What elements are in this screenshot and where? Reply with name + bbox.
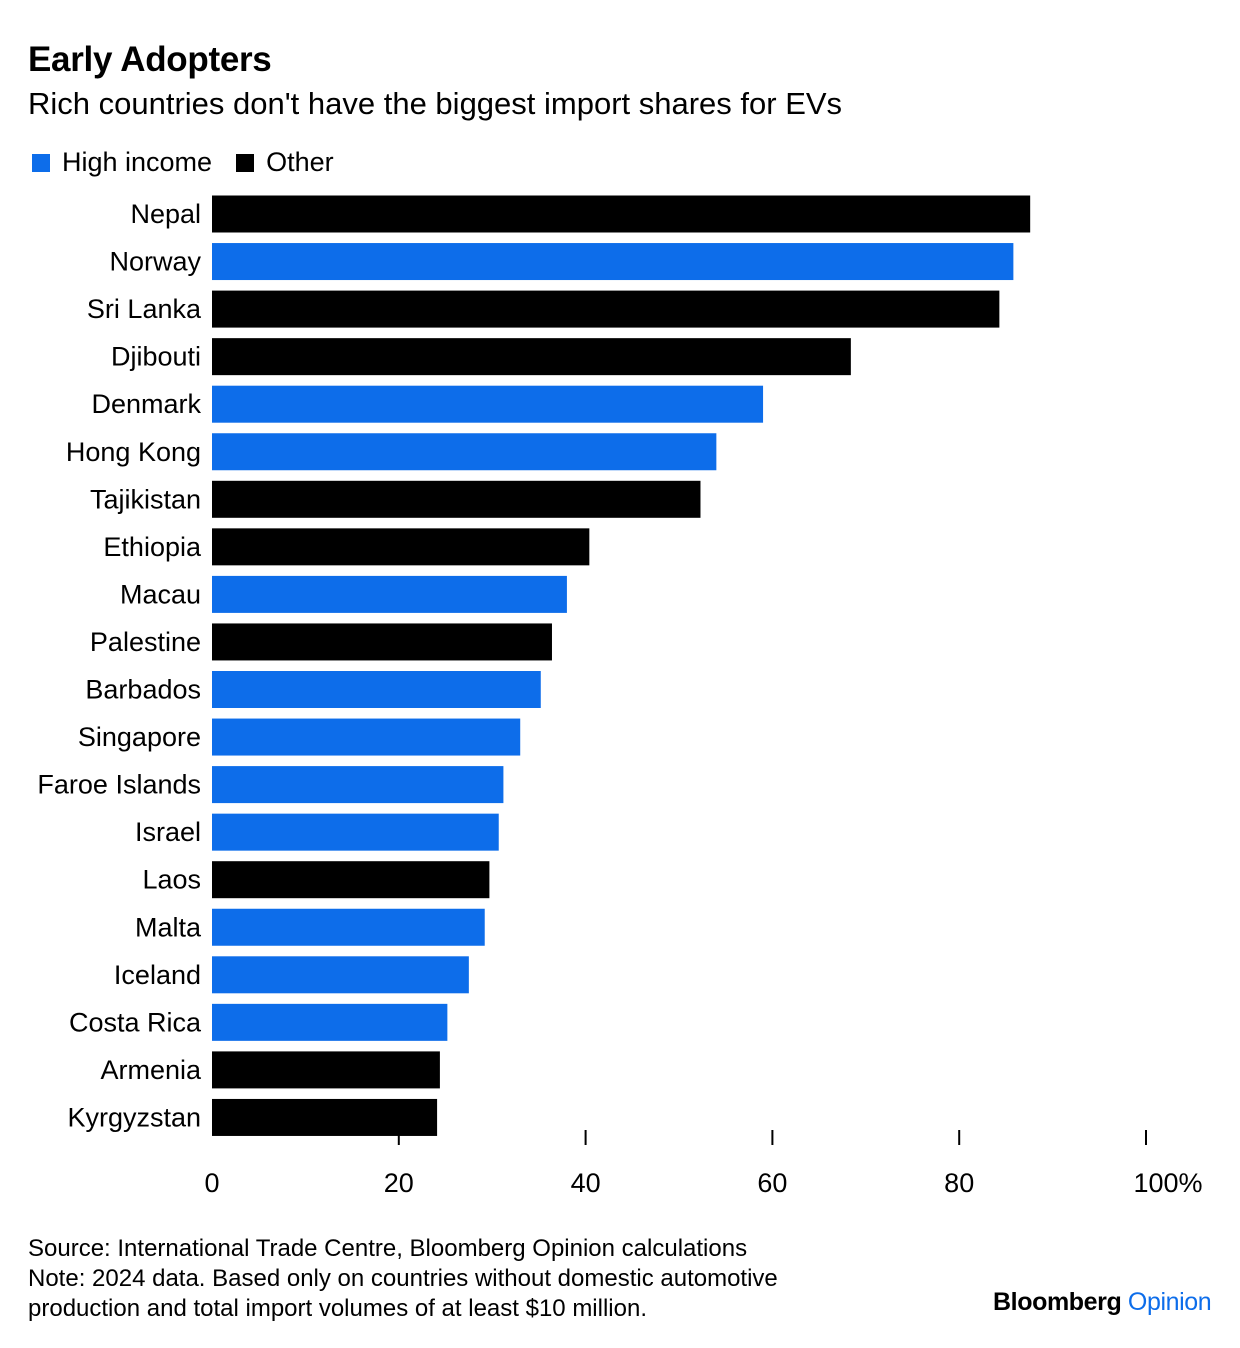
bar-norway bbox=[212, 243, 1014, 281]
x-tick-label-40: 40 bbox=[571, 1168, 601, 1198]
category-label-norway: Norway bbox=[109, 247, 201, 277]
category-label-malta: Malta bbox=[135, 912, 202, 942]
category-label-nepal: Nepal bbox=[130, 199, 201, 229]
legend: High income Other bbox=[32, 147, 358, 178]
category-label-israel: Israel bbox=[135, 817, 201, 847]
x-tick-label-0: 0 bbox=[204, 1168, 219, 1198]
bar-kyrgyzstan bbox=[212, 1098, 438, 1136]
category-label-armenia: Armenia bbox=[100, 1055, 202, 1085]
legend-label-other: Other bbox=[266, 147, 334, 177]
bar-costa-rica bbox=[212, 1003, 448, 1041]
category-label-barbados: Barbados bbox=[85, 675, 201, 705]
bar-singapore bbox=[212, 718, 521, 756]
bar-macau bbox=[212, 575, 567, 613]
bar-faroe-islands bbox=[212, 766, 504, 804]
brand-accent: Opinion bbox=[1127, 1288, 1212, 1316]
bar-iceland bbox=[212, 956, 469, 994]
bar-armenia bbox=[212, 1051, 440, 1089]
category-label-iceland: Iceland bbox=[114, 960, 201, 990]
chart-subtitle: Rich countries don't have the biggest im… bbox=[28, 86, 843, 121]
bar-hong-kong bbox=[212, 433, 717, 471]
brand-name: Bloomberg bbox=[993, 1288, 1122, 1316]
legend-label-high-income: High income bbox=[62, 147, 213, 177]
category-label-sri-lanka: Sri Lanka bbox=[87, 294, 202, 324]
note-text-line-2: production and total import volumes of a… bbox=[28, 1295, 647, 1322]
category-label-palestine: Palestine bbox=[90, 627, 201, 657]
category-label-macau: Macau bbox=[120, 579, 201, 609]
x-tick-label-100: 100% bbox=[1133, 1168, 1202, 1198]
x-tick-label-80: 80 bbox=[944, 1168, 974, 1198]
category-label-costa-rica: Costa Rica bbox=[69, 1007, 202, 1037]
category-label-djibouti: Djibouti bbox=[111, 342, 201, 372]
bar-tajikistan bbox=[212, 480, 701, 518]
category-label-tajikistan: Tajikistan bbox=[90, 484, 201, 514]
note-text-line-1: Note: 2024 data. Based only on countries… bbox=[28, 1265, 778, 1292]
bar-ethiopia bbox=[212, 528, 590, 566]
category-label-ethiopia: Ethiopia bbox=[103, 532, 202, 562]
x-tick-label-20: 20 bbox=[384, 1168, 414, 1198]
bar-denmark bbox=[212, 385, 764, 423]
bar-sri-lanka bbox=[212, 290, 1000, 328]
bar-israel bbox=[212, 813, 499, 851]
brand-logo: Bloomberg Opinion bbox=[993, 1288, 1212, 1317]
source-text: Source: International Trade Centre, Bloo… bbox=[28, 1235, 748, 1262]
x-tick-label-60: 60 bbox=[757, 1168, 787, 1198]
category-label-hong-kong: Hong Kong bbox=[66, 437, 201, 467]
legend-swatch-high-income bbox=[32, 153, 50, 172]
category-label-singapore: Singapore bbox=[78, 722, 201, 752]
bar-djibouti bbox=[212, 338, 851, 376]
category-label-kyrgyzstan: Kyrgyzstan bbox=[67, 1102, 201, 1132]
category-label-denmark: Denmark bbox=[91, 389, 201, 419]
legend-item-other: Other bbox=[236, 147, 334, 178]
legend-swatch-other bbox=[236, 153, 255, 172]
category-label-faroe-islands: Faroe Islands bbox=[37, 770, 201, 800]
bar-palestine bbox=[212, 623, 552, 661]
chart-footer: Source: International Trade Centre, Bloo… bbox=[28, 1234, 778, 1324]
bar-barbados bbox=[212, 671, 541, 708]
bar-laos bbox=[212, 861, 490, 899]
bar-malta bbox=[212, 908, 485, 946]
chart-title: Early Adopters bbox=[28, 40, 272, 79]
bar-nepal bbox=[212, 195, 1031, 233]
category-label-laos: Laos bbox=[142, 865, 201, 895]
legend-item-high-income: High income bbox=[32, 147, 212, 178]
